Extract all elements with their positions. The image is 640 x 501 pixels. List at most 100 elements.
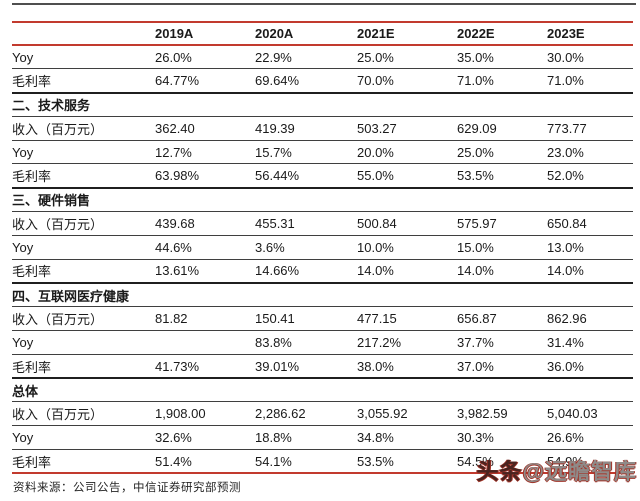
cell-value: 18.8% — [255, 430, 292, 446]
top-rule — [12, 3, 636, 5]
cell-value: 15.0% — [457, 239, 494, 255]
cell-value: 44.6% — [155, 239, 192, 255]
cell-value: 2,286.62 — [255, 406, 306, 422]
cell-value: 13.61% — [155, 263, 200, 279]
table-row: Yoy 32.6% 18.8% 34.8% 30.3% 26.6% — [12, 426, 633, 450]
column-header: 2019A — [155, 26, 194, 41]
cell-value: 13.0% — [547, 239, 584, 255]
cell-value: 30.0% — [547, 49, 584, 65]
cell-value: 650.84 — [547, 215, 587, 231]
cell-value: 3.6% — [255, 239, 285, 255]
cell-value: 1,908.00 — [155, 406, 206, 422]
cell-value: 862.96 — [547, 311, 587, 327]
row-label: Yoy — [12, 334, 34, 350]
cell-value: 3,055.92 — [357, 406, 408, 422]
cell-value: 22.9% — [255, 49, 292, 65]
cell-value: 35.0% — [457, 49, 494, 65]
table-row: 收入（百万元） 439.68 455.31 500.84 575.97 650.84 — [12, 212, 633, 236]
section-row: 二、技术服务 — [12, 93, 633, 117]
cell-value: 30.3% — [457, 430, 494, 446]
cell-value: 39.01% — [255, 358, 300, 374]
cell-value: 26.6% — [547, 430, 584, 446]
table-row: Yoy 44.6% 3.6% 10.0% 15.0% 13.0% — [12, 235, 633, 260]
column-header: 2023E — [547, 26, 585, 41]
table-row: 毛利率 41.73% 39.01% 38.0% 37.0% 36.0% — [12, 354, 633, 379]
cell-value: 53.5% — [357, 453, 394, 469]
source-note: 资料来源：公司公告，中信证券研究部预测 — [13, 482, 241, 494]
cell-value: 38.0% — [357, 358, 394, 374]
row-label: 收入（百万元） — [12, 216, 104, 232]
section-row: 总体 — [12, 378, 633, 402]
cell-value: 36.0% — [547, 358, 584, 374]
cell-value: 575.97 — [457, 215, 497, 231]
cell-value: 25.0% — [357, 49, 394, 65]
cell-value: 629.09 — [457, 120, 497, 136]
cell-value: 54.9% — [547, 453, 584, 469]
cell-value: 20.0% — [357, 144, 394, 160]
cell-value: 439.68 — [155, 215, 195, 231]
table-row: 收入（百万元） 362.40 419.39 503.27 629.09 773.77 — [12, 116, 633, 141]
cell-value: 81.82 — [155, 311, 188, 327]
cell-value: 34.8% — [357, 430, 394, 446]
column-header: 2020A — [255, 26, 294, 41]
cell-value: 14.0% — [547, 263, 584, 279]
cell-value: 23.0% — [547, 144, 584, 160]
row-label: 收入（百万元） — [12, 312, 104, 328]
column-header: 2021E — [357, 26, 395, 41]
row-label: Yoy — [12, 49, 34, 65]
cell-value: 14.0% — [357, 263, 394, 279]
cell-value: 419.39 — [255, 120, 295, 136]
table-row: Yoy 26.0% 22.9% 25.0% 35.0% 30.0% — [12, 45, 633, 69]
cell-value: 150.41 — [255, 311, 295, 327]
section-label: 总体 — [12, 383, 39, 399]
cell-value: 69.64% — [255, 72, 300, 88]
cell-value: 64.77% — [155, 72, 200, 88]
row-label: 收入（百万元） — [12, 121, 104, 137]
cell-value: 52.0% — [547, 168, 584, 184]
cell-value — [155, 331, 255, 355]
section-row: 三、硬件销售 — [12, 188, 633, 212]
cell-value: 5,040.03 — [547, 406, 598, 422]
row-label: 毛利率 — [12, 359, 52, 375]
cell-value: 14.66% — [255, 263, 300, 279]
row-label-column-header — [12, 22, 155, 45]
table-row: Yoy 83.8% 217.2% 37.7% 31.4% — [12, 331, 633, 355]
cell-value: 773.77 — [547, 120, 587, 136]
cell-value: 71.0% — [457, 72, 494, 88]
cell-value: 71.0% — [547, 72, 584, 88]
section-label: 二、技术服务 — [12, 98, 91, 114]
cell-value: 656.87 — [457, 311, 497, 327]
cell-value: 12.7% — [155, 144, 192, 160]
cell-value: 25.0% — [457, 144, 494, 160]
cell-value: 53.5% — [457, 168, 494, 184]
cell-value: 455.31 — [255, 215, 295, 231]
header-row: 2019A 2020A 2021E 2022E 2023E — [12, 22, 633, 45]
cell-value: 10.0% — [357, 239, 394, 255]
table-row: Yoy 12.7% 15.7% 20.0% 25.0% 23.0% — [12, 140, 633, 164]
cell-value: 32.6% — [155, 430, 192, 446]
section-row: 四、互联网医疗健康 — [12, 283, 633, 307]
table-body: Yoy 26.0% 22.9% 25.0% 35.0% 30.0% 毛利率 64.77% 69.… — [12, 45, 633, 474]
cell-value: 54.1% — [255, 453, 292, 469]
table-row: 毛利率 64.77% 69.64% 70.0% 71.0% 71.0% — [12, 69, 633, 93]
cell-value: 37.7% — [457, 334, 494, 350]
cell-value: 70.0% — [357, 72, 394, 88]
section-label: 三、硬件销售 — [12, 193, 91, 209]
cell-value: 500.84 — [357, 215, 397, 231]
cell-value: 15.7% — [255, 144, 292, 160]
cell-value: 31.4% — [547, 334, 584, 350]
column-header: 2022E — [457, 26, 495, 41]
row-label: Yoy — [12, 430, 34, 446]
row-label: 毛利率 — [12, 264, 52, 280]
row-label: 收入（百万元） — [12, 407, 104, 423]
table-row: 收入（百万元） 1,908.00 2,286.62 3,055.92 3,982.59 5… — [12, 402, 633, 426]
cell-value: 14.0% — [457, 263, 494, 279]
row-label: 毛利率 — [12, 454, 52, 470]
table-header: 2019A 2020A 2021E 2022E 2023E — [12, 22, 633, 45]
table-row: 毛利率 51.4% 54.1% 53.5% 54.5% 54.9% — [12, 450, 633, 474]
cell-value: 26.0% — [155, 49, 192, 65]
cell-value: 503.27 — [357, 120, 397, 136]
table-row: 毛利率 13.61% 14.66% 14.0% 14.0% 14.0% — [12, 259, 633, 283]
cell-value: 3,982.59 — [457, 406, 508, 422]
cell-value: 63.98% — [155, 168, 200, 184]
